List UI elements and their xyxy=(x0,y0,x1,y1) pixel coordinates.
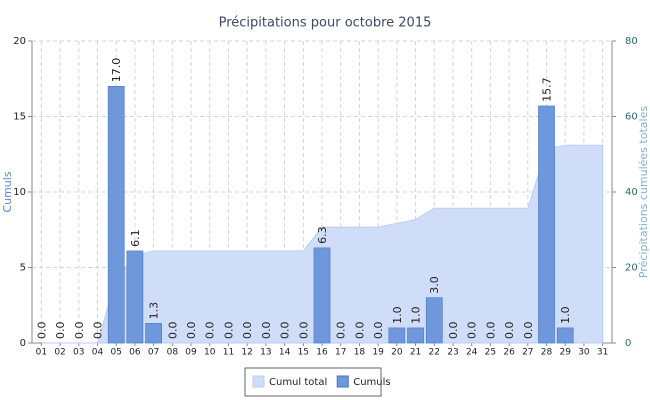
x-tick-label: 14 xyxy=(279,348,291,358)
data-label: 0.0 xyxy=(447,322,460,340)
chart-title: Précipitations pour octobre 2015 xyxy=(219,16,432,31)
y-tick-label: 0 xyxy=(20,338,26,349)
x-tick-label: 24 xyxy=(466,348,478,358)
x-tick-label: 21 xyxy=(410,348,421,358)
x-tick-label: 04 xyxy=(92,348,104,358)
data-label: 0.0 xyxy=(466,322,479,340)
data-label: 0.0 xyxy=(73,322,86,340)
x-tick-label: 06 xyxy=(129,348,141,358)
bar xyxy=(556,327,574,344)
y2-tick-label: 80 xyxy=(625,36,638,47)
y-tick-label: 15 xyxy=(13,112,26,123)
data-label: 0.0 xyxy=(484,322,497,340)
data-label: 0.0 xyxy=(503,321,516,339)
x-tick-label: 07 xyxy=(148,348,159,358)
data-label: 6.3 xyxy=(316,226,329,244)
x-tick-label: 02 xyxy=(54,348,65,358)
legend-label: Cumuls xyxy=(353,377,390,388)
x-tick-label: 28 xyxy=(541,348,553,358)
y-tick-label: 5 xyxy=(20,263,26,274)
x-tick-label: 31 xyxy=(597,348,608,358)
data-label: 6.1 xyxy=(129,229,142,247)
legend-label: Cumul total xyxy=(269,377,327,388)
y2-tick-label: 40 xyxy=(625,187,638,198)
data-label: 0.0 xyxy=(372,322,385,340)
data-label: 0.0 xyxy=(279,322,292,340)
data-label: 1.0 xyxy=(391,306,404,324)
data-label: 0.0 xyxy=(166,322,179,340)
y2-tick-label: 60 xyxy=(625,112,638,123)
y-axis-label: Cumuls xyxy=(1,171,14,212)
data-label: 15.7 xyxy=(541,77,554,102)
bar xyxy=(425,297,443,344)
data-label: 0.0 xyxy=(241,322,254,340)
data-label: 0.0 xyxy=(297,322,310,340)
legend-swatch xyxy=(252,375,265,388)
x-tick-label: 09 xyxy=(185,348,197,358)
x-tick-label: 25 xyxy=(485,348,496,358)
x-tick-label: 12 xyxy=(241,348,252,358)
bar xyxy=(538,105,555,344)
data-label: 0.0 xyxy=(353,322,366,340)
x-tick-label: 16 xyxy=(316,348,328,358)
data-label: 1.0 xyxy=(559,306,572,324)
x-tick-label: 27 xyxy=(522,348,533,358)
data-label: 0.0 xyxy=(222,322,235,340)
data-label: 0.0 xyxy=(185,322,198,340)
data-label: 0.0 xyxy=(35,322,48,340)
x-tick-label: 11 xyxy=(223,348,234,358)
bar xyxy=(407,327,424,344)
x-tick-label: 13 xyxy=(260,348,271,358)
x-tick-label: 17 xyxy=(335,348,346,358)
x-tick-label: 18 xyxy=(354,348,366,358)
legend: Cumul total Cumuls xyxy=(244,367,391,397)
y2-tick-label: 0 xyxy=(625,338,631,349)
data-label: 0.0 xyxy=(54,322,67,340)
data-label: 0.0 xyxy=(335,322,348,340)
legend-swatch xyxy=(336,375,349,388)
bar xyxy=(126,250,144,344)
x-tick-label: 03 xyxy=(73,348,84,358)
bar xyxy=(313,247,331,344)
y2-axis-label: Précipitations cumulées totales xyxy=(637,106,650,278)
x-tick-label: 01 xyxy=(36,348,47,358)
y-tick-label: 20 xyxy=(13,36,26,47)
data-label: 0.0 xyxy=(204,322,217,340)
x-tick-label: 10 xyxy=(204,348,216,358)
x-tick-label: 26 xyxy=(503,348,515,358)
bar xyxy=(145,323,162,344)
data-label: 0.0 xyxy=(91,322,104,340)
data-label: 17.0 xyxy=(110,58,123,82)
y-tick-label: 10 xyxy=(13,187,26,198)
data-label: 0.0 xyxy=(260,322,273,340)
legend-box xyxy=(244,367,382,397)
x-tick-label: 30 xyxy=(578,348,590,358)
x-tick-label: 29 xyxy=(559,348,571,358)
x-tick-label: 15 xyxy=(298,348,309,358)
bar xyxy=(107,86,125,344)
data-label: 1.3 xyxy=(148,302,161,320)
y2-tick-label: 20 xyxy=(625,263,638,274)
data-label: 0.0 xyxy=(522,322,535,340)
data-label: 1.0 xyxy=(410,306,423,324)
x-tick-label: 19 xyxy=(372,348,384,358)
x-tick-label: 22 xyxy=(429,348,440,358)
x-tick-label: 05 xyxy=(110,348,121,358)
x-tick-label: 23 xyxy=(447,348,458,358)
x-tick-label: 20 xyxy=(391,348,403,358)
x-tick-label: 08 xyxy=(167,348,179,358)
data-label: 3.0 xyxy=(428,276,441,294)
bar xyxy=(388,327,406,344)
